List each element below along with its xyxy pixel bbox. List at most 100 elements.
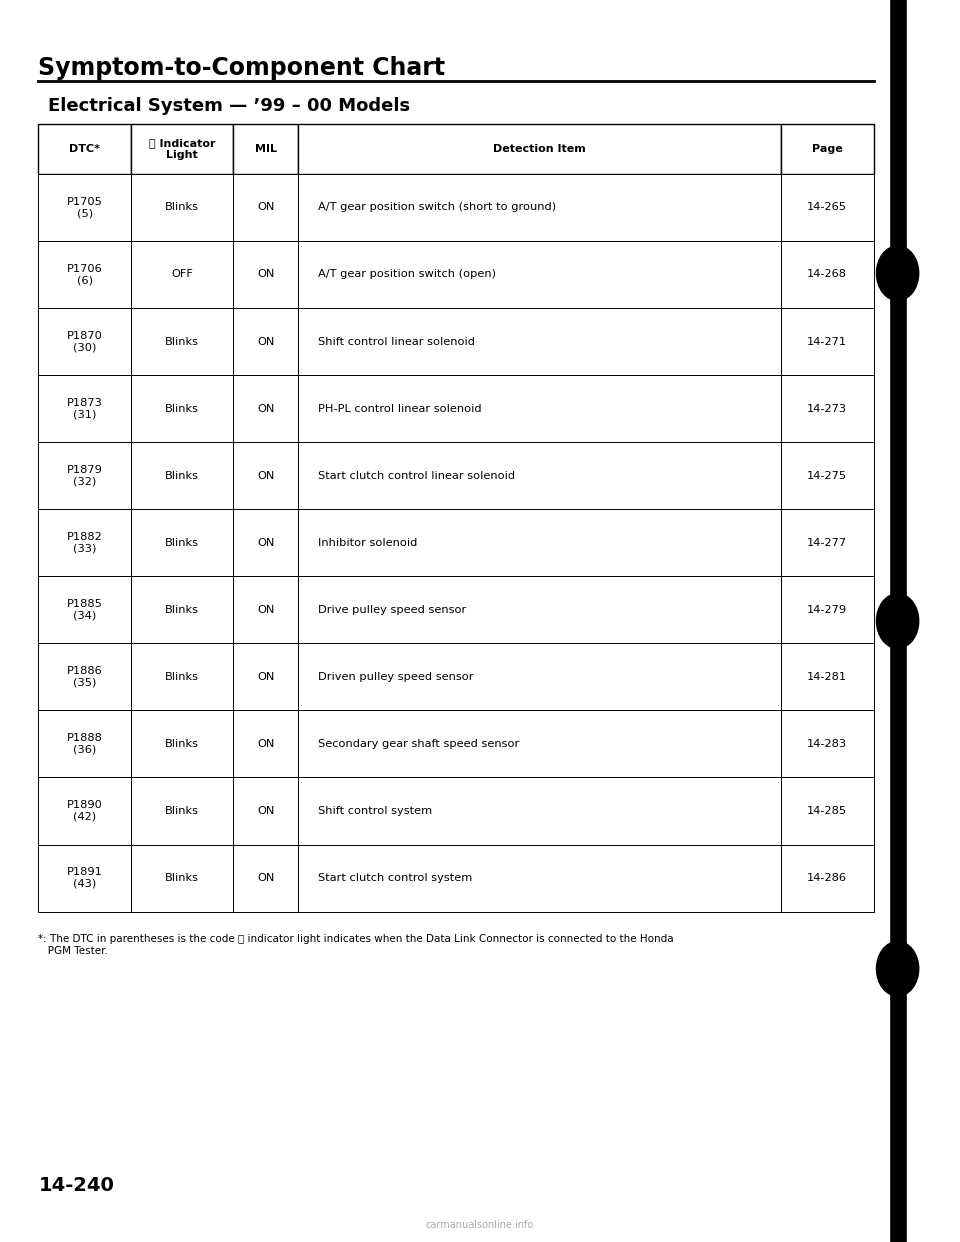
Text: P1879
(32): P1879 (32) [67,465,103,487]
Text: Blinks: Blinks [165,672,200,682]
Text: ON: ON [257,202,275,212]
FancyBboxPatch shape [780,643,874,710]
Text: Inhibitor solenoid: Inhibitor solenoid [318,538,417,548]
Text: Blinks: Blinks [165,538,200,548]
Text: *: The DTC in parentheses is the code ⓓ indicator light indicates when the Data : *: The DTC in parentheses is the code ⓓ … [38,934,674,955]
Text: Electrical System — ’99 – 00 Models: Electrical System — ’99 – 00 Models [48,97,410,114]
FancyBboxPatch shape [38,576,132,643]
Text: Start clutch control linear solenoid: Start clutch control linear solenoid [318,471,515,481]
FancyBboxPatch shape [233,643,299,710]
Text: 14-277: 14-277 [807,538,848,548]
Text: Blinks: Blinks [165,471,200,481]
FancyBboxPatch shape [38,308,132,375]
FancyBboxPatch shape [38,241,132,308]
Text: Blinks: Blinks [165,605,200,615]
Text: DTC*: DTC* [69,144,100,154]
FancyBboxPatch shape [780,509,874,576]
FancyBboxPatch shape [38,710,132,777]
Text: P1873
(31): P1873 (31) [67,397,103,420]
Text: PH-PL control linear solenoid: PH-PL control linear solenoid [318,404,481,414]
FancyBboxPatch shape [299,576,780,643]
Text: ON: ON [257,739,275,749]
FancyBboxPatch shape [38,124,132,174]
Text: carmanualsonline.info: carmanualsonline.info [426,1220,534,1230]
FancyBboxPatch shape [299,124,780,174]
FancyBboxPatch shape [780,442,874,509]
FancyBboxPatch shape [38,509,132,576]
FancyBboxPatch shape [132,845,233,912]
Text: Shift control linear solenoid: Shift control linear solenoid [318,337,474,347]
FancyBboxPatch shape [132,777,233,845]
Text: Blinks: Blinks [165,202,200,212]
Text: P1891
(43): P1891 (43) [67,867,103,889]
Text: P1870
(30): P1870 (30) [67,330,103,353]
Text: ON: ON [257,873,275,883]
Text: P1890
(42): P1890 (42) [67,800,103,822]
Text: Page: Page [812,144,843,154]
Text: ⓓ Indicator
Light: ⓓ Indicator Light [149,138,215,160]
Text: P1888
(36): P1888 (36) [67,733,103,755]
Text: 14-283: 14-283 [807,739,848,749]
FancyBboxPatch shape [299,845,780,912]
FancyBboxPatch shape [132,442,233,509]
FancyBboxPatch shape [132,124,233,174]
Text: Start clutch control system: Start clutch control system [318,873,471,883]
Text: 14-281: 14-281 [807,672,848,682]
FancyBboxPatch shape [233,442,299,509]
FancyBboxPatch shape [780,308,874,375]
FancyBboxPatch shape [780,174,874,241]
Text: P1886
(35): P1886 (35) [67,666,103,688]
Text: Blinks: Blinks [165,404,200,414]
FancyBboxPatch shape [38,845,132,912]
Text: ON: ON [257,471,275,481]
Text: P1882
(33): P1882 (33) [67,532,103,554]
FancyBboxPatch shape [38,777,132,845]
FancyBboxPatch shape [299,174,780,241]
Text: 14-279: 14-279 [807,605,848,615]
FancyBboxPatch shape [132,643,233,710]
FancyBboxPatch shape [780,845,874,912]
Text: ON: ON [257,605,275,615]
Text: 14-285: 14-285 [807,806,848,816]
Text: 14-275: 14-275 [807,471,848,481]
Text: A/T gear position switch (open): A/T gear position switch (open) [318,270,495,279]
FancyBboxPatch shape [299,777,780,845]
FancyBboxPatch shape [38,442,132,509]
FancyBboxPatch shape [132,576,233,643]
Text: Symptom-to-Component Chart: Symptom-to-Component Chart [38,56,445,79]
Text: P1885
(34): P1885 (34) [67,599,103,621]
FancyBboxPatch shape [299,442,780,509]
Text: Secondary gear shaft speed sensor: Secondary gear shaft speed sensor [318,739,518,749]
Text: Driven pulley speed sensor: Driven pulley speed sensor [318,672,473,682]
Text: A/T gear position switch (short to ground): A/T gear position switch (short to groun… [318,202,556,212]
Text: Detection Item: Detection Item [493,144,586,154]
FancyBboxPatch shape [233,576,299,643]
FancyBboxPatch shape [132,174,233,241]
Text: Blinks: Blinks [165,873,200,883]
FancyBboxPatch shape [233,308,299,375]
Text: Blinks: Blinks [165,337,200,347]
Text: ON: ON [257,337,275,347]
FancyBboxPatch shape [299,308,780,375]
FancyBboxPatch shape [233,509,299,576]
FancyBboxPatch shape [780,777,874,845]
Text: Shift control system: Shift control system [318,806,432,816]
FancyBboxPatch shape [233,777,299,845]
FancyBboxPatch shape [780,710,874,777]
Text: MIL: MIL [254,144,276,154]
FancyBboxPatch shape [233,375,299,442]
Text: P1705
(5): P1705 (5) [67,196,103,219]
Text: ON: ON [257,806,275,816]
Text: Blinks: Blinks [165,739,200,749]
Text: 14-240: 14-240 [38,1176,114,1195]
Text: Drive pulley speed sensor: Drive pulley speed sensor [318,605,466,615]
FancyBboxPatch shape [38,174,132,241]
Text: ON: ON [257,404,275,414]
Text: 14-265: 14-265 [807,202,848,212]
Text: OFF: OFF [171,270,193,279]
Text: ON: ON [257,270,275,279]
FancyBboxPatch shape [233,241,299,308]
FancyBboxPatch shape [132,241,233,308]
FancyBboxPatch shape [233,710,299,777]
Text: P1706
(6): P1706 (6) [67,263,103,286]
